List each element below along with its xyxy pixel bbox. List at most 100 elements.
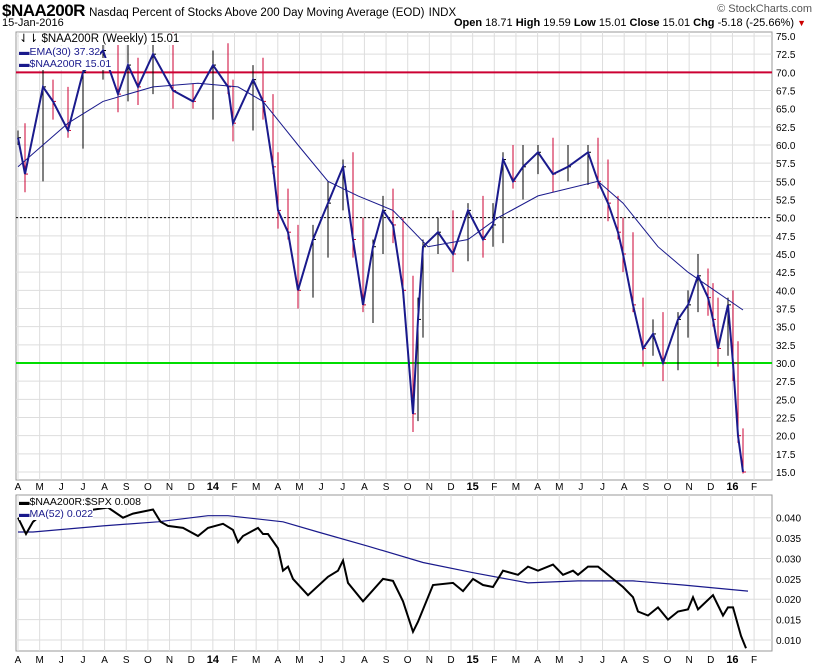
- x-tick-label: A: [361, 482, 368, 493]
- x-tick-label: S: [123, 655, 130, 666]
- chart-date: 15-Jan-2016: [2, 17, 64, 29]
- y-tick-label: 47.5: [776, 232, 796, 243]
- ema30-line: [17, 82, 744, 311]
- x-tick-label: J: [600, 655, 605, 666]
- x-tick-label: A: [534, 655, 541, 666]
- y-tick-label: 65.0: [776, 105, 796, 116]
- x-tick-label: F: [751, 655, 757, 666]
- x-tick-label: O: [404, 482, 412, 493]
- x-tick-label: S: [383, 655, 390, 666]
- legend-series: $NAA200R (Weekly) 15.01: [41, 33, 180, 45]
- x-tick-label: F: [231, 655, 237, 666]
- x-tick-label: A: [534, 482, 541, 493]
- x-tick-label: M: [295, 482, 303, 493]
- y-tick-label: 42.5: [776, 268, 796, 279]
- x-tick-label: N: [686, 482, 693, 493]
- x-tick-label: J: [319, 655, 324, 666]
- y-tick-label: 0.020: [776, 595, 801, 606]
- x-tick-label: D: [447, 655, 454, 666]
- x-tick-label: 15: [467, 481, 479, 493]
- x-tick-label: 15: [467, 654, 479, 666]
- y-tick-label: 40.0: [776, 286, 796, 297]
- x-tick-label: M: [555, 482, 563, 493]
- x-tick-label: J: [578, 482, 583, 493]
- y-tick-label: 0.030: [776, 554, 801, 565]
- y-tick-label: 30.0: [776, 359, 796, 370]
- close-value: 15.01: [662, 17, 691, 29]
- y-tick-label: 0.015: [776, 616, 801, 627]
- x-tick-label: F: [491, 482, 497, 493]
- y-tick-label: 62.5: [776, 123, 796, 134]
- x-tick-label: J: [80, 655, 85, 666]
- x-tick-label: M: [35, 655, 43, 666]
- y-tick-label: 25.0: [776, 395, 796, 406]
- x-tick-label: O: [664, 482, 672, 493]
- legend-close: ▬$NAA200R 15.01: [19, 58, 112, 70]
- x-tick-label: M: [252, 482, 260, 493]
- x-tick-label: J: [319, 482, 324, 493]
- x-tick-label: M: [555, 655, 563, 666]
- low-value: 15.01: [598, 17, 627, 29]
- x-tick-label: A: [15, 655, 22, 666]
- chg-value: -5.18 (-25.66%): [717, 17, 795, 29]
- x-tick-label: F: [751, 482, 757, 493]
- legend-main-title: ⇃⇂ $NAA200R (Weekly) 15.01: [19, 33, 180, 45]
- x-tick-label: S: [123, 482, 130, 493]
- x-tick-label: N: [426, 655, 433, 666]
- y-tick-label: 67.5: [776, 87, 796, 98]
- x-tick-label: M: [252, 655, 260, 666]
- x-tick-label: N: [166, 655, 173, 666]
- x-tick-label: S: [383, 482, 390, 493]
- legend-ma: ▬MA(52) 0.022: [19, 508, 94, 520]
- x-tick-label: J: [340, 655, 345, 666]
- y-tick-label: 45.0: [776, 250, 796, 261]
- y-tick-label: 0.010: [776, 636, 801, 647]
- high-label: High: [515, 17, 541, 29]
- open-value: 18.71: [485, 17, 513, 29]
- down-arrow-icon: ▼: [797, 18, 806, 28]
- y-tick-label: 22.5: [776, 414, 796, 425]
- x-tick-label: D: [188, 482, 195, 493]
- x-tick-label: J: [578, 655, 583, 666]
- low-label: Low: [573, 17, 596, 29]
- y-tick-label: 55.0: [776, 177, 796, 188]
- legend-ma-text: MA(52) 0.022: [29, 508, 94, 520]
- y-tick-label: 70.0: [776, 68, 796, 79]
- y-tick-label: 37.5: [776, 305, 796, 316]
- x-tick-label: S: [643, 655, 650, 666]
- y-tick-label: 0.025: [776, 575, 801, 586]
- x-tick-label: N: [686, 655, 693, 666]
- y-tick-label: 75.0: [776, 32, 796, 43]
- legend-ratio-text: $NAA200R:$SPX 0.008: [29, 496, 142, 508]
- legend-ema-text: EMA(30) 37.32: [29, 46, 101, 58]
- y-tick-label: 35.0: [776, 323, 796, 334]
- y-tick-label: 0.040: [776, 514, 801, 525]
- x-tick-label: J: [340, 482, 345, 493]
- x-tick-label: A: [274, 655, 281, 666]
- main-panel: [15, 31, 773, 481]
- y-tick-label: 27.5: [776, 377, 796, 388]
- x-tick-label: F: [231, 482, 237, 493]
- y-tick-label: 0.035: [776, 534, 801, 545]
- y-tick-label: 32.5: [776, 341, 796, 352]
- x-tick-label: M: [512, 655, 520, 666]
- x-tick-label: A: [101, 482, 108, 493]
- symbol: $NAA200R: [2, 1, 85, 20]
- y-tick-label: 17.5: [776, 450, 796, 461]
- x-tick-label: A: [15, 482, 22, 493]
- x-tick-label: 16: [726, 654, 738, 666]
- y-tick-label: 15.0: [776, 468, 796, 479]
- y-tick-label: 57.5: [776, 159, 796, 170]
- x-tick-label: A: [361, 655, 368, 666]
- x-tick-label: M: [295, 655, 303, 666]
- ma52-line: [18, 515, 749, 592]
- high-value: 19.59: [543, 17, 571, 29]
- x-tick-label: J: [80, 482, 85, 493]
- x-tick-label: D: [447, 482, 454, 493]
- x-tick-label: J: [59, 482, 64, 493]
- lower-panel: [15, 494, 773, 652]
- x-tick-label: O: [144, 482, 152, 493]
- x-tick-label: O: [664, 655, 672, 666]
- x-tick-label: F: [491, 655, 497, 666]
